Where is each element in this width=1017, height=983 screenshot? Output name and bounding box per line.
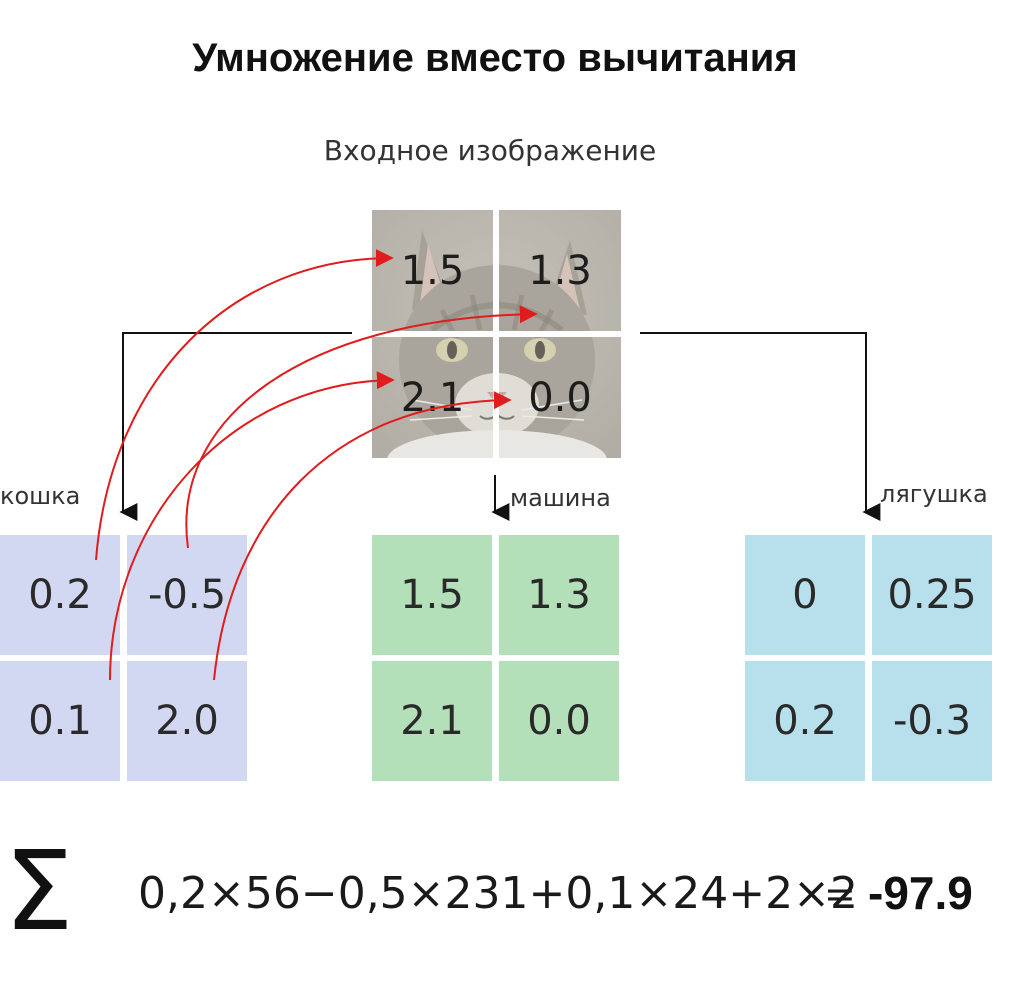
- filter-frog-cell: -0.3: [872, 661, 992, 781]
- filter-label-frog: лягушка: [880, 480, 988, 508]
- filter-frog-cell: 0: [745, 535, 865, 655]
- filter-cat-cell: 0.2: [0, 535, 120, 655]
- sum-result: -97.9: [868, 867, 973, 919]
- input-image-label: Входное изображение: [323, 134, 657, 167]
- input-pixel-value: 1.3: [528, 247, 592, 294]
- input-pixel-value: 1.5: [400, 247, 465, 294]
- filter-cat-cell: -0.5: [127, 535, 247, 655]
- red-arrow: [95, 249, 394, 561]
- filter-label-car: машина: [510, 484, 611, 512]
- filter-car-cell: 2.1: [372, 661, 492, 781]
- filter-car-cell: 1.5: [372, 535, 492, 655]
- filter-car-cell: 1.3: [499, 535, 619, 655]
- filter-cat-cell: 2.0: [127, 661, 247, 781]
- branch-line-cat: [122, 332, 352, 512]
- equals-sign: =: [824, 872, 856, 916]
- input-pixel-value: 0.0: [528, 374, 592, 421]
- filter-frog-cell: 0.25: [872, 535, 992, 655]
- input-pixel-value: 2.1: [400, 374, 465, 421]
- page-title: Умножение вместо вычитания: [192, 36, 798, 80]
- filter-car-cell: 0.0: [499, 661, 619, 781]
- filter-cat-cell: 0.1: [0, 661, 120, 781]
- branch-line-frog: [640, 332, 867, 512]
- filter-frog-cell: 0.2: [745, 661, 865, 781]
- sum-formula: 0,2×56−0,5×231+0,1×24+2×2: [138, 868, 858, 919]
- input-image: 1.5 1.3 2.1 0.0: [372, 210, 621, 458]
- filter-label-cat: кошка: [0, 482, 81, 510]
- sum-icon: Σ: [4, 827, 74, 955]
